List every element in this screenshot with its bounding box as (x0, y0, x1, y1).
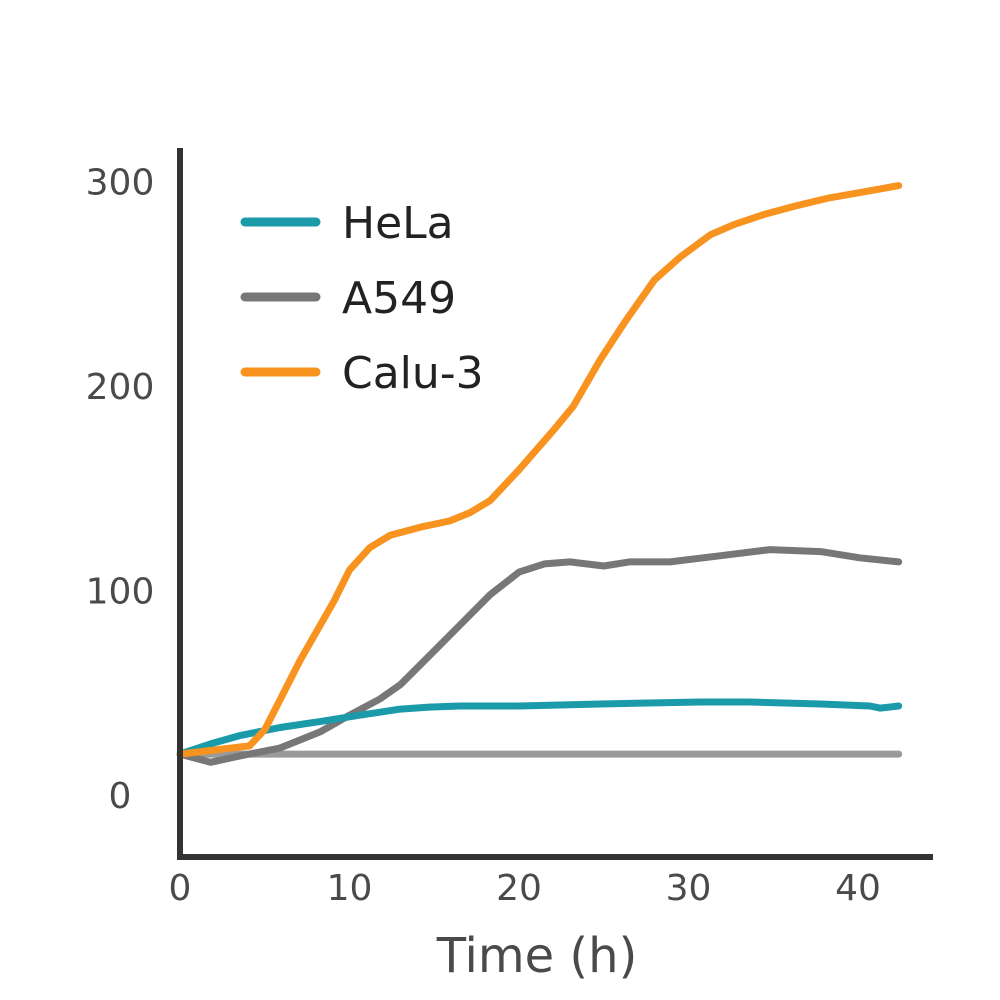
y-tick-label: 0 (109, 776, 132, 817)
x-tick-label: 40 (835, 868, 881, 909)
legend-label-a549: A549 (342, 273, 456, 324)
y-tick-label: 100 (86, 572, 155, 613)
x-tick-label: 30 (666, 868, 712, 909)
series-line-a549 (176, 546, 903, 766)
legend-label-calu-3: Calu-3 (342, 348, 484, 399)
x-axis-label: Time (h) (436, 928, 638, 984)
legend-label-hela: HeLa (342, 198, 454, 249)
series-line-calu-3 (176, 182, 903, 758)
x-tick-label: 0 (169, 868, 192, 909)
y-tick-label: 200 (86, 367, 155, 408)
x-tick-label: 10 (327, 868, 373, 909)
x-tick-label: 20 (496, 868, 542, 909)
y-tick-label: 300 (86, 163, 155, 204)
legend: HeLa A549 Calu-3 (240, 198, 484, 399)
